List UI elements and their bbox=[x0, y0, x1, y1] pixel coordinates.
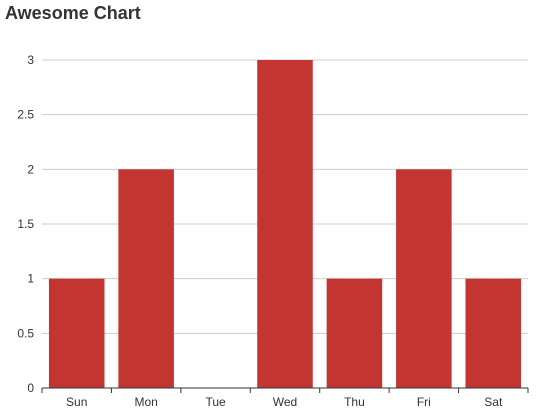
y-tick-labels: 0 0.5 1 1.5 2 2.5 3 bbox=[17, 53, 34, 395]
x-tick-label: Sun bbox=[66, 395, 87, 409]
bar-sun[interactable] bbox=[48, 278, 105, 388]
x-tick-label: Thu bbox=[344, 395, 365, 409]
x-tick-label: Wed bbox=[273, 395, 297, 409]
x-axis bbox=[41, 387, 529, 393]
y-tick-label: 2.5 bbox=[17, 108, 34, 122]
y-tick-label: 3 bbox=[27, 53, 34, 67]
chart-title: Awesome Chart bbox=[5, 3, 141, 23]
x-tick-label: Mon bbox=[134, 395, 157, 409]
bar-wed[interactable] bbox=[257, 60, 313, 388]
y-tick-label: 2 bbox=[27, 162, 34, 176]
y-tick-label: 1 bbox=[27, 272, 34, 286]
y-tick-label: 1.5 bbox=[17, 217, 34, 231]
x-tick-label: Sat bbox=[484, 395, 503, 409]
y-tick-label: 0 bbox=[27, 381, 34, 395]
y-tick-label: 0.5 bbox=[17, 326, 34, 340]
bar-sat[interactable] bbox=[465, 278, 522, 388]
x-tick-label: Tue bbox=[205, 395, 226, 409]
bar-fri[interactable] bbox=[396, 169, 452, 388]
bars bbox=[48, 60, 522, 388]
bar-thu[interactable] bbox=[326, 278, 383, 388]
x-tick-labels: Sun Mon Tue Wed Thu Fri Sat bbox=[66, 395, 503, 409]
bar-mon[interactable] bbox=[118, 169, 174, 388]
x-tick-label: Fri bbox=[417, 395, 431, 409]
